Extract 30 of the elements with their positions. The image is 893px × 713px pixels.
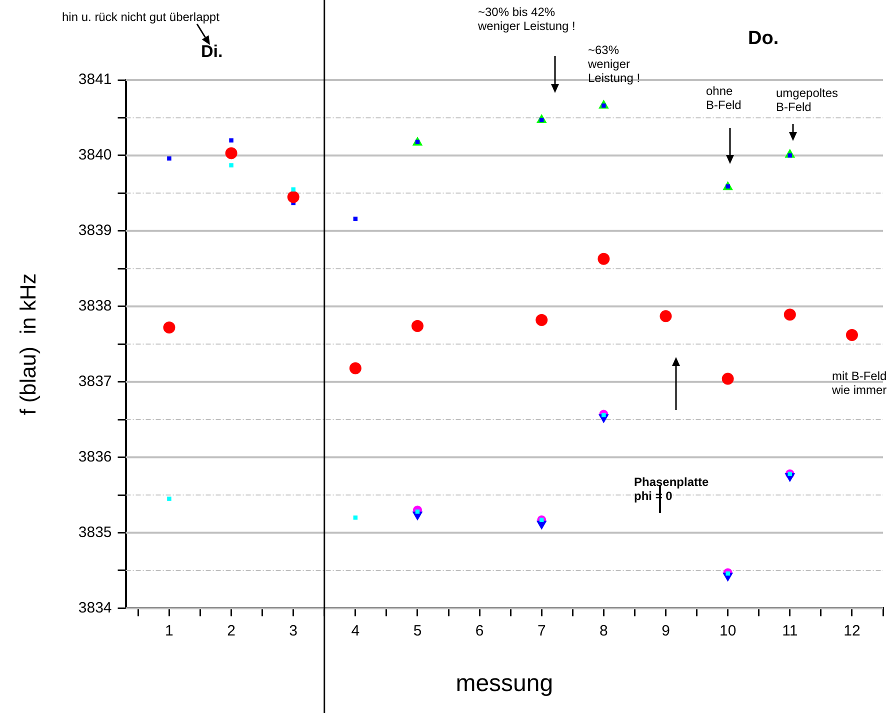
x-tick-label: 4 — [351, 622, 360, 640]
y-tick-label: 3841 — [78, 71, 112, 88]
y-tick-label: 3840 — [78, 146, 112, 164]
x-tick-label: 7 — [537, 622, 546, 640]
text: Do. — [748, 28, 779, 49]
x-tick-label: 11 — [782, 622, 798, 640]
x-tick-label: 12 — [844, 622, 860, 640]
y-tick-label: 3838 — [78, 298, 112, 315]
x-tick-label: 1 — [165, 622, 174, 640]
x-tick-label: 8 — [600, 622, 608, 640]
y-axis-title: f (blau) in kHz — [15, 273, 40, 416]
x-tick-label: 10 — [719, 622, 736, 640]
x-tick-label: 3 — [289, 622, 298, 640]
x-tick-label: 9 — [662, 622, 670, 640]
y-tick-label: 3839 — [78, 222, 112, 240]
y-tick-label: 3835 — [78, 524, 112, 541]
text: Di. — [201, 42, 223, 61]
y-tick-label: 3836 — [78, 448, 112, 466]
annotation: mit B-Feld wie immer — [832, 369, 887, 397]
x-axis-title: messung — [456, 670, 554, 698]
y-tick-label: 3834 — [78, 599, 112, 616]
text: ~30% bis 42% weniger Leistung ! — [478, 5, 576, 33]
annotation: umgepoltes B-Feld — [776, 86, 838, 114]
annotation: ~63% weniger Leistung ! — [588, 43, 640, 85]
x-tick-label: 2 — [227, 622, 236, 640]
x-tick-label: 5 — [413, 622, 422, 640]
text: hin u. rück nicht gut überlappt — [62, 10, 220, 24]
y-tick-label: 3837 — [78, 372, 112, 390]
x-tick-label: 6 — [475, 622, 484, 640]
annotation: ohne B-Feld — [706, 84, 742, 112]
